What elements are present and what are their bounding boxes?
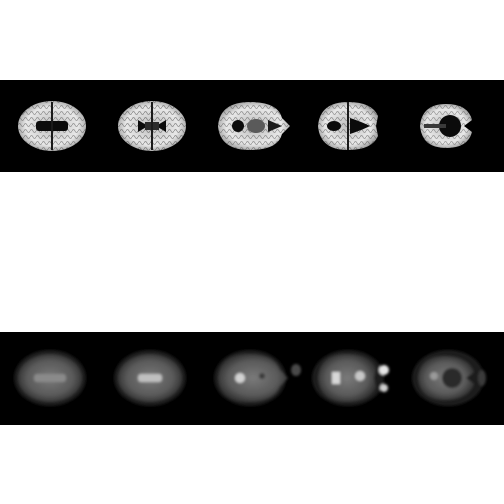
t1-slice-1 [18, 101, 86, 151]
dwi-slice-5 [412, 350, 486, 406]
t1-slice-row [18, 101, 472, 151]
dwi-slice-2 [114, 350, 186, 406]
t1-slice-3 [218, 102, 290, 150]
t1-slice-4 [318, 102, 378, 150]
dwi-slice-strip [0, 332, 504, 425]
t1-slice-5 [420, 104, 472, 148]
t1-slice-strip [0, 80, 504, 172]
t1-slice-2 [118, 101, 186, 151]
dwi-slice-row [14, 350, 486, 406]
dwi-slice-3 [214, 350, 301, 406]
dwi-slice-4 [312, 350, 389, 406]
dwi-slice-1 [14, 350, 86, 406]
